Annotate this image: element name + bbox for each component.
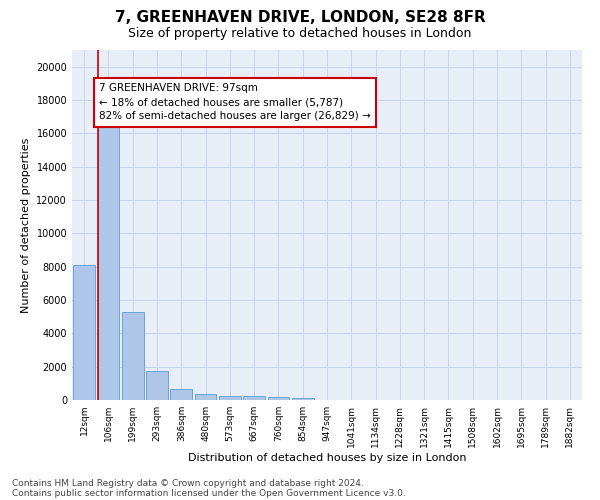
Text: Size of property relative to detached houses in London: Size of property relative to detached ho…	[128, 28, 472, 40]
Bar	[73, 265, 95, 400]
Text: Contains public sector information licensed under the Open Government Licence v3: Contains public sector information licen…	[12, 488, 406, 498]
Bar	[268, 397, 289, 400]
Bar	[292, 398, 314, 400]
Text: 7, GREENHAVEN DRIVE, LONDON, SE28 8FR: 7, GREENHAVEN DRIVE, LONDON, SE28 8FR	[115, 10, 485, 25]
Bar	[170, 389, 192, 400]
Bar	[219, 396, 241, 400]
Bar	[97, 125, 119, 400]
Bar	[122, 312, 143, 400]
Y-axis label: Number of detached properties: Number of detached properties	[21, 138, 31, 312]
Bar	[146, 371, 168, 400]
Text: 7 GREENHAVEN DRIVE: 97sqm
← 18% of detached houses are smaller (5,787)
82% of se: 7 GREENHAVEN DRIVE: 97sqm ← 18% of detac…	[100, 84, 371, 122]
Bar	[194, 394, 217, 400]
X-axis label: Distribution of detached houses by size in London: Distribution of detached houses by size …	[188, 452, 466, 462]
Bar	[243, 396, 265, 400]
Text: Contains HM Land Registry data © Crown copyright and database right 2024.: Contains HM Land Registry data © Crown c…	[12, 478, 364, 488]
